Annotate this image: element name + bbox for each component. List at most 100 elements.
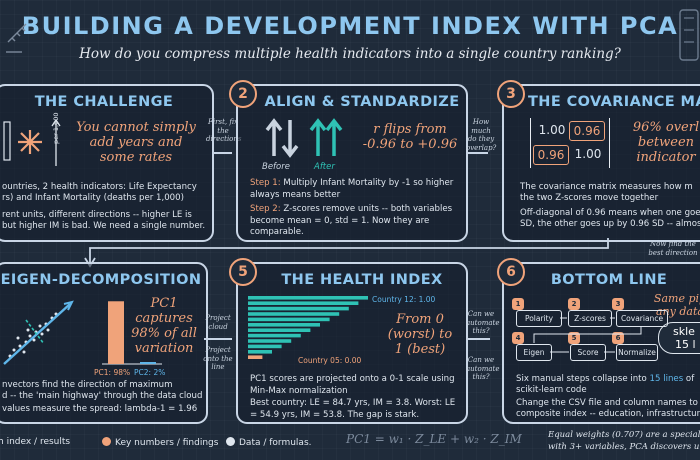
index-bar — [248, 306, 349, 311]
calculator-icon — [679, 9, 699, 61]
covariance-callout: 96% overl between indicator — [632, 120, 700, 165]
index-bar — [248, 301, 359, 305]
connector-arrow-1-2 — [212, 152, 232, 154]
challenge-body-b: rs) and Infant Mortality (deaths per 1,0… — [2, 193, 184, 203]
matrix-cell-21: 0.96 — [533, 145, 569, 165]
connector-arrow-5-6 — [468, 338, 490, 340]
legend-item-results: h index / results — [0, 437, 70, 447]
connector-label-3-6: Now find the best direction — [648, 240, 698, 257]
after-arrows-icon — [309, 118, 343, 156]
pc2-label: PC2: 2% — [134, 368, 166, 377]
index-bar — [248, 350, 272, 354]
legend-item-formulas: Data / formulas. — [226, 437, 312, 448]
index-bar — [248, 296, 368, 300]
panel-challenge: THE CHALLENGE per 1,000 You cannot simpl… — [0, 84, 214, 242]
footer-formula: PC1 = w₁ · Z_LE + w₂ · Z_IM — [346, 432, 522, 446]
covariance-matrix: 1.00 0.96 0.96 1.00 — [530, 118, 610, 168]
eigen-body-a: nvectors find the direction of maximum — [2, 380, 173, 390]
panel-covariance: THE COVARIANCE MATRI 1.00 0.96 0.96 1.00… — [502, 84, 700, 242]
step-badge-2: 2 — [568, 298, 580, 310]
index-bar — [248, 344, 282, 349]
bar-pc2 — [140, 362, 156, 364]
bottom-country-label: Country 05: 0.00 — [298, 356, 362, 365]
top-country-label: Country 12: 1.00 — [372, 295, 436, 304]
bar-pc1 — [108, 301, 124, 364]
step-badge-3: 3 — [612, 298, 624, 310]
panel-eigen: EIGEN-DECOMPOSITION PC1: 98% PC2: 2% PC1… — [0, 262, 208, 424]
index-bar — [248, 323, 320, 327]
before-arrows-icon — [265, 118, 299, 158]
footer-note-a: Equal weights (0.707) are a special — [548, 430, 700, 440]
legend-item-key-numbers: Key numbers / findings — [102, 437, 218, 448]
index-bar — [248, 317, 330, 322]
scatter-cloud — [3, 300, 74, 365]
step-badge-5: 5 — [568, 332, 580, 344]
covariance-body-c: Off-diagonal of 0.96 means when one goes… — [520, 208, 700, 218]
step-number-2: 2 — [229, 80, 257, 108]
health-index-callout: From 0 (worst) to 1 (best) — [387, 312, 453, 357]
bottom-line-body-a: Six manual steps collapse into 15 lines … — [516, 374, 694, 386]
before-label: Before — [262, 162, 290, 172]
bottom-line-body-b: scikit-learn code — [516, 385, 587, 395]
step-number-6: 6 — [497, 258, 525, 286]
index-bar-chart — [248, 296, 368, 359]
connector-label-4-5b: Project onto the line — [203, 346, 233, 371]
challenge-body-d: but higher IM is bad. We need a single n… — [2, 221, 206, 231]
panel-title-eigen: EIGEN-DECOMPOSITION — [0, 272, 202, 288]
index-bar — [248, 333, 301, 338]
matrix-cell-22: 1.00 — [574, 147, 602, 161]
panel-title-bottom-line: BOTTOM LINE — [550, 272, 668, 288]
legend-text-results: h index / results — [0, 437, 71, 447]
connector-arrow-2-3 — [468, 152, 488, 154]
connector-label-4-5a: Project cloud — [205, 314, 231, 331]
health-index-body-b: Best country: LE = 84.7 yrs, IM = 3.8. W… — [250, 398, 456, 420]
bottom-line-body-d: composite index -- education, infrastruc… — [516, 409, 700, 419]
bottom-line-body-c: Change the CSV file and column names to … — [516, 398, 700, 408]
step2-text: Z-scores remove units -- both variables … — [250, 204, 453, 237]
page-subtitle: How do you compress multiple health indi… — [79, 46, 621, 62]
step-badge-6: 6 — [612, 332, 624, 344]
panel-title-align: ALIGN & STANDARDIZE — [264, 94, 460, 110]
covariance-body-a: The covariance matrix measures how m — [520, 182, 693, 192]
axis-label: per 1,000 — [52, 112, 60, 144]
connector-label-5-6a: Can we automate this? — [466, 310, 500, 335]
connector-label-5-6b: Can we automate this? — [466, 356, 500, 381]
legend-swatch-white — [226, 437, 235, 446]
step-box-normalize: Normalize — [616, 344, 658, 361]
page-title: BUILDING A DEVELOPMENT INDEX WITH PCA — [21, 12, 679, 40]
eigen-callout: PC1 captures 98% of all variation — [131, 296, 197, 356]
align-step1: Step 1: Multiply Infant Mortality by -1 … — [250, 178, 460, 201]
index-bar — [248, 339, 292, 343]
legend-text-key-numbers: Key numbers / findings — [115, 438, 219, 448]
challenge-callout: You cannot simply add years and some rat… — [76, 120, 196, 165]
variance-bar-chart — [102, 301, 162, 365]
connector-arrow-4-5 — [204, 338, 232, 340]
axis-icon — [51, 118, 61, 166]
sklearn-badge-b: 15 l — [675, 338, 696, 351]
workflow-arrows — [533, 317, 642, 353]
step-badge-1: 1 — [512, 298, 524, 310]
connector-label-1-2: First, fix the directions — [206, 118, 242, 143]
panel-health-index: THE HEALTH INDEX Country 12: 1.00 Countr… — [236, 262, 468, 424]
step1-label: Step 1: — [250, 178, 281, 188]
panel-bottom-line: BOTTOM LINE Same pip any data skle 15 l … — [502, 262, 700, 424]
step2-label: Step 2: — [250, 204, 281, 214]
panel-title-challenge: THE CHALLENGE — [34, 94, 174, 110]
covariance-body-b: the two Z-scores move together — [520, 193, 659, 203]
after-label: After — [314, 162, 335, 172]
panel-align: ALIGN & STANDARDIZE Before After r flips… — [236, 84, 468, 242]
step1-text: Multiply Infant Mortality by -1 so highe… — [250, 178, 454, 200]
body-a-part2: of — [683, 374, 695, 384]
scale-icon — [3, 121, 42, 161]
align-step2: Step 2: Z-scores remove units -- both va… — [250, 204, 462, 239]
sklearn-badge: skle 15 l — [658, 322, 700, 354]
ruler-icon — [6, 23, 27, 53]
panel-title-health-index: THE HEALTH INDEX — [281, 272, 443, 288]
connector-label-2-3: How much do they overlap? — [466, 118, 497, 152]
body-a-highlight: 15 lines — [649, 374, 684, 384]
index-bar — [248, 355, 263, 359]
matrix-cell-12: 0.96 — [569, 121, 605, 141]
step-box-covariance: Covariance — [616, 310, 668, 327]
pc1-label: PC1: 98% — [94, 368, 131, 377]
align-callout: r flips from -0.96 to +0.96 — [362, 122, 458, 152]
